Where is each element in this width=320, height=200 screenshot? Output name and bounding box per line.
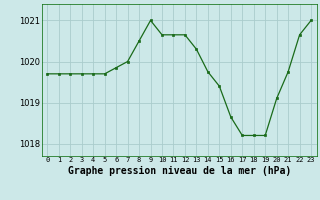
X-axis label: Graphe pression niveau de la mer (hPa): Graphe pression niveau de la mer (hPa) bbox=[68, 166, 291, 176]
